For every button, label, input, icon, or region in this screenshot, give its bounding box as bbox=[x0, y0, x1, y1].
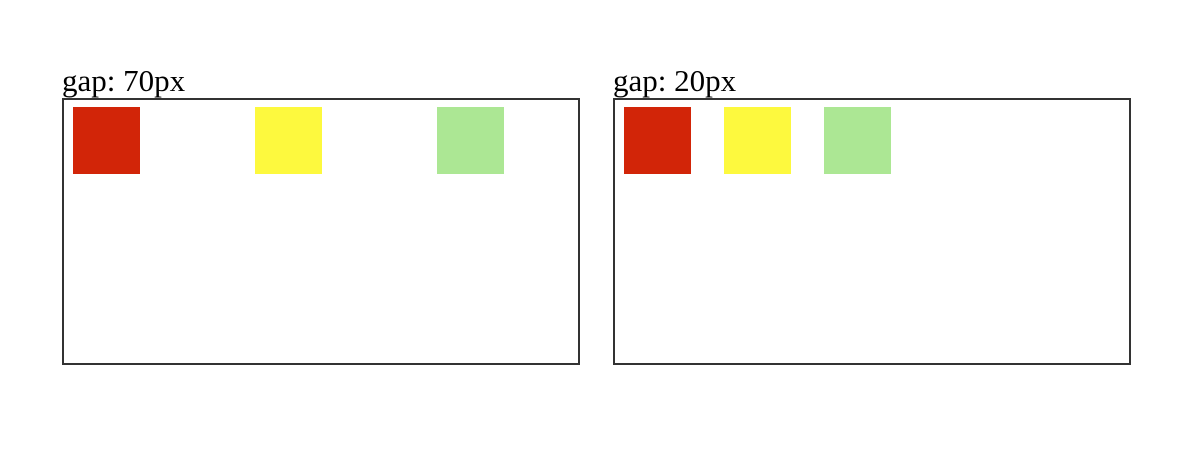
red-square bbox=[73, 107, 140, 174]
gap-label-70: gap: 70px bbox=[62, 63, 186, 98]
gap-demo-panel-70: gap: 70px bbox=[62, 64, 580, 365]
yellow-square bbox=[724, 107, 791, 174]
red-square bbox=[624, 107, 691, 174]
gap-container-box-20 bbox=[613, 98, 1131, 365]
green-square bbox=[824, 107, 891, 174]
gap-demo-panel-20: gap: 20px bbox=[613, 64, 1131, 365]
gap-demo-panels: gap: 70px gap: 20px bbox=[62, 64, 1131, 365]
yellow-square bbox=[255, 107, 322, 174]
green-square bbox=[437, 107, 504, 174]
gap-container-box-70 bbox=[62, 98, 580, 365]
gap-label-20: gap: 20px bbox=[613, 63, 737, 98]
